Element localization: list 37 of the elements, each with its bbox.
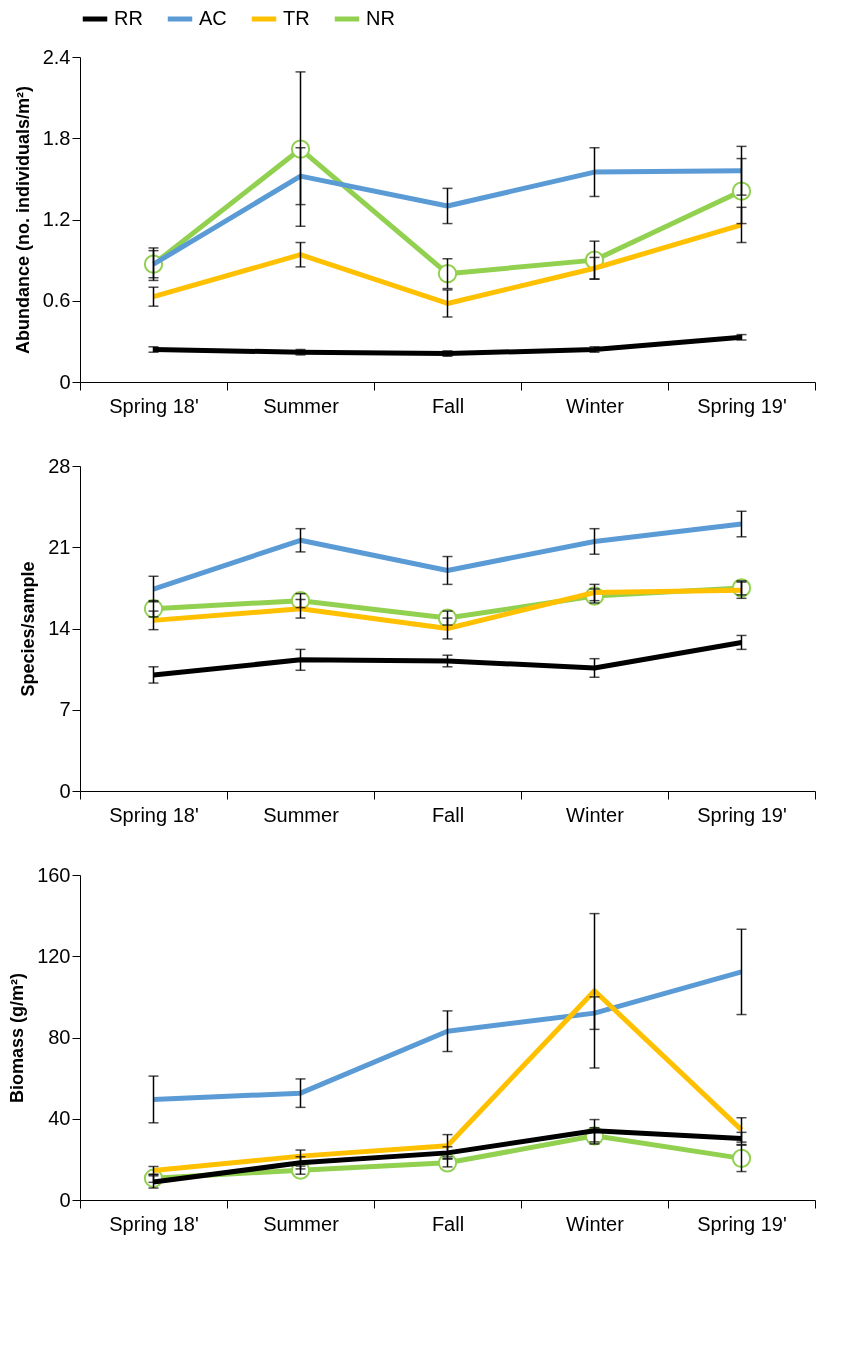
x-tick-label: Spring 18': [109, 1212, 199, 1235]
y-tick-label: 0: [59, 370, 71, 393]
y-tick-label: 1.2: [42, 208, 71, 230]
y-axis-title: Species/sample: [18, 561, 39, 697]
y-axis-title: Abundance (no. individuals/m²): [12, 85, 33, 355]
x-tick-label: Fall: [431, 803, 465, 826]
y-tick-label: 0: [59, 779, 71, 802]
x-tick-label: Spring 19': [697, 394, 787, 417]
y-tick-label: 120: [37, 944, 71, 967]
y-tick-label: 14: [48, 617, 71, 639]
legend-label: AC: [199, 7, 227, 29]
y-tick-label: 0.6: [42, 289, 71, 312]
x-tick-label: Winter: [566, 803, 625, 826]
x-tick-label: Spring 19': [697, 1212, 787, 1235]
y-tick-label: 1.8: [42, 126, 71, 149]
x-tick-label: Spring 18': [109, 394, 199, 417]
legend-label: NR: [366, 7, 395, 29]
x-tick-label: Fall: [431, 1212, 465, 1235]
legend-label: TR: [283, 7, 310, 29]
legend-label: RR: [114, 7, 143, 29]
x-tick-label: Winter: [566, 394, 625, 417]
x-tick-label: Fall: [431, 394, 465, 417]
y-tick-label: 80: [48, 1026, 71, 1048]
x-tick-label: Summer: [263, 1212, 340, 1235]
y-tick-label: 40: [48, 1107, 71, 1130]
y-tick-label: 160: [37, 863, 71, 886]
y-tick-label: 2.4: [42, 45, 71, 68]
x-tick-label: Summer: [263, 803, 340, 826]
y-tick-label: 0: [59, 1188, 71, 1211]
y-axis-title: Biomass (g/m²): [7, 972, 28, 1104]
x-tick-label: Spring 18': [109, 803, 199, 826]
y-tick-label: 28: [48, 454, 71, 477]
x-tick-label: Summer: [263, 394, 340, 417]
y-tick-label: 21: [48, 535, 71, 558]
y-tick-label: 7: [59, 698, 71, 721]
x-tick-label: Winter: [566, 1212, 625, 1235]
x-tick-label: Spring 19': [697, 803, 787, 826]
